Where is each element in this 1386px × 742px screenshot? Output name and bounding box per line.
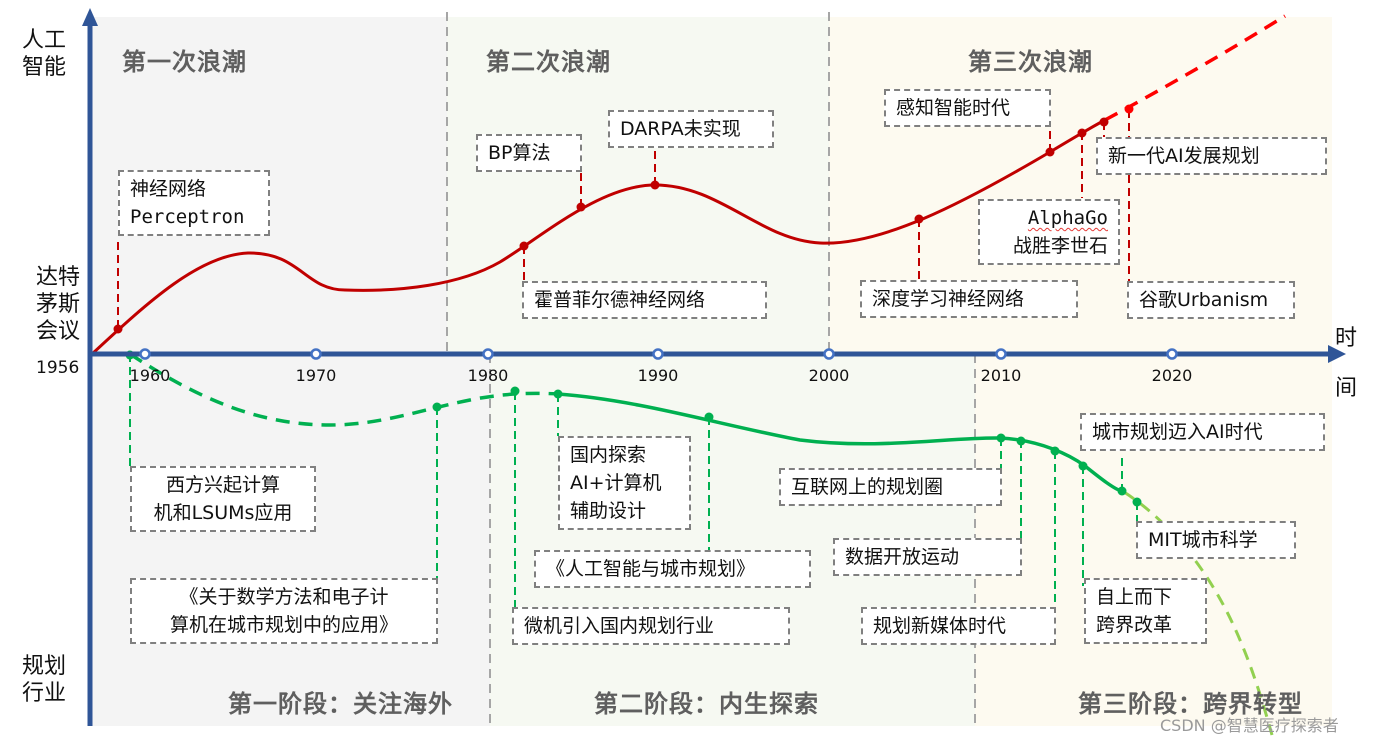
planning-event-new-media: 规划新媒体时代 <box>861 607 1056 645</box>
ai-event-google-urbanism: 谷歌Urbanism <box>1127 281 1295 319</box>
planning-event-western-lsums: 西方兴起计算 机和LSUMs应用 <box>130 466 316 532</box>
stage1-background <box>92 354 490 726</box>
planning-event-internet-circle: 互联网上的规划圈 <box>779 468 1002 506</box>
planning-event-open-data: 数据开放运动 <box>833 538 1022 576</box>
x-axis-label: 时 间 <box>1335 326 1358 401</box>
wave-title-1: 第一次浪潮 <box>122 48 247 76</box>
planning-event-ai-urban-planning-book: 《人工智能与城市规划》 <box>534 550 811 588</box>
ai-event-perceptron: 神经网络 Perceptron <box>118 170 270 236</box>
stage-title-2: 第二阶段：内生探索 <box>594 690 819 718</box>
ai-curve-future <box>1104 14 1286 122</box>
ai-event-alphago: AlphaGo 战胜李世石 <box>978 199 1120 265</box>
vertical-axis-arrow-icon <box>82 8 98 26</box>
planning-event-microcomputer: 微机引入国内规划行业 <box>512 607 790 645</box>
planning-event-top-down-reform: 自上而下 跨界改革 <box>1084 578 1207 644</box>
year-label: 1980 <box>467 366 509 385</box>
wave-title-2: 第二次浪潮 <box>486 48 611 76</box>
y-axis-bottom-label: 规划 行业 <box>22 654 67 706</box>
stage-title-3: 第三阶段：跨界转型 <box>1078 690 1303 718</box>
ai-event-deep-learning: 深度学习神经网络 <box>860 280 1078 318</box>
planning-event-math-methods-paper: 《关于数学方法和电子计 算机在城市规划中的应用》 <box>130 578 438 644</box>
ai-event-new-gen-plan: 新一代AI发展规划 <box>1096 137 1327 175</box>
origin-year: 1956 <box>36 358 80 378</box>
ai-event-darpa: DARPA未实现 <box>608 110 774 148</box>
origin-event-label: 达特 茅斯 会议 <box>36 265 81 344</box>
planning-event-mit-urban-science: MIT城市科学 <box>1136 521 1296 559</box>
stage-title-1: 第一阶段：关注海外 <box>228 690 453 718</box>
ai-event-bp: BP算法 <box>476 134 582 172</box>
year-tick-markers <box>139 348 1178 360</box>
year-label: 1960 <box>129 366 171 385</box>
planning-event-ai-era: 城市规划迈入AI时代 <box>1080 413 1325 451</box>
ai-curve <box>90 118 1106 356</box>
year-label: 1970 <box>295 366 337 385</box>
horizontal-axis-arrow-icon <box>1328 345 1346 363</box>
planning-event-domestic-cad: 国内探索 AI+计算机 辅助设计 <box>558 436 691 530</box>
wave-title-3: 第三次浪潮 <box>968 48 1093 76</box>
year-label: 1990 <box>637 366 679 385</box>
year-label: 2020 <box>1151 366 1193 385</box>
year-label: 2000 <box>808 366 850 385</box>
ai-event-hopfield: 霍普菲尔德神经网络 <box>522 281 767 319</box>
year-label: 2010 <box>980 366 1022 385</box>
y-axis-top-label: 人工 智能 <box>22 28 67 80</box>
planning-curve-early <box>129 352 559 427</box>
ai-event-perception-era: 感知智能时代 <box>884 89 1051 127</box>
watermark: CSDN @智慧医疗探索者 <box>1160 716 1339 735</box>
